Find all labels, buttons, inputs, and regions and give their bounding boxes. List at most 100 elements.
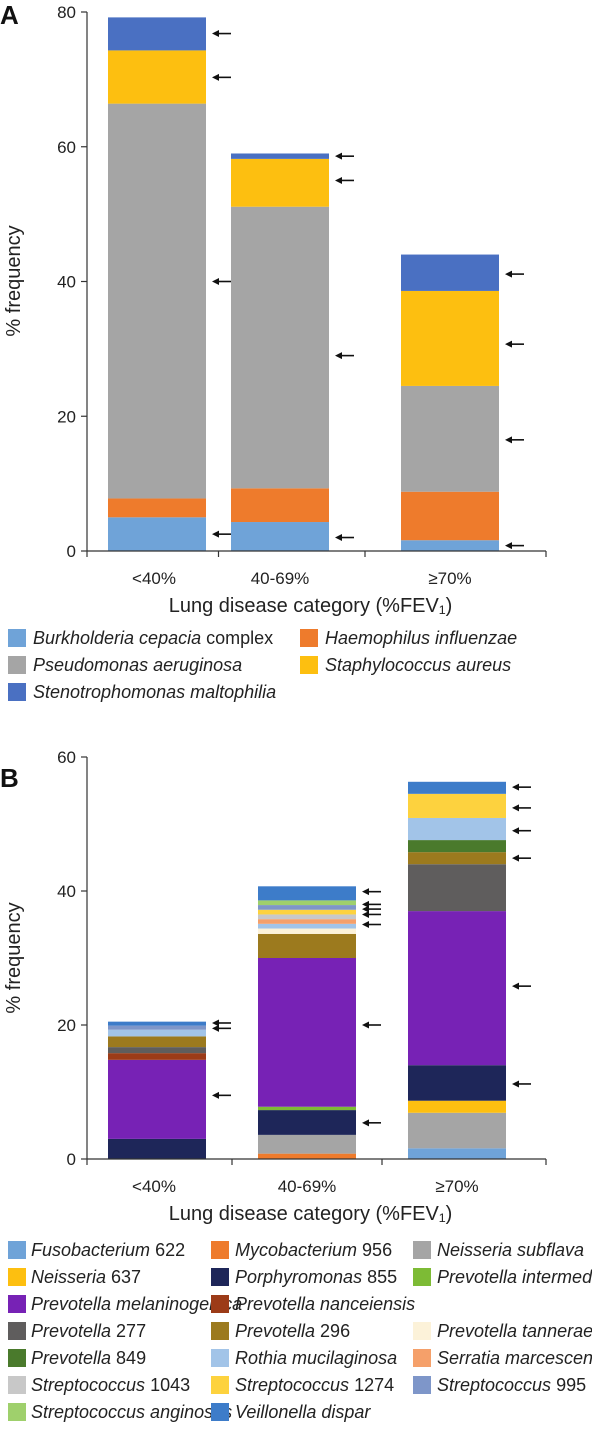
legend-label: Streptococcus 995 [437,1375,586,1395]
arrow-head [212,1024,219,1032]
bar-segment [108,1029,206,1037]
y-tick-label: 60 [57,748,76,767]
arrow-head [362,910,369,918]
bar-segment [258,933,356,958]
y-tick-label: 0 [67,542,76,561]
legend-swatch [211,1241,229,1259]
legend-swatch [8,1268,26,1286]
y-tick-label: 40 [57,882,76,901]
legend-label: Porphyromonas 855 [235,1267,397,1287]
bar-segment [108,50,206,104]
bar-segment [258,905,356,910]
arrow-head [505,542,512,550]
legend-label: Neisseria subflava [437,1240,584,1260]
bar-segment [231,488,329,523]
bar-segment [108,1053,206,1060]
legend-label: Streptococcus anginosus [31,1402,232,1422]
y-tick-label: 0 [67,1150,76,1169]
bar-segment [408,781,506,794]
legend-label: Prevotella intermedia [437,1267,592,1287]
x-tick-label: ≥70% [435,1177,478,1196]
arrow-head [512,827,519,835]
arrow-head [212,1019,219,1027]
arrow-head [512,1080,519,1088]
legend-label: Pseudomonas aeruginosa [33,655,242,675]
bar-segment [408,852,506,865]
bar-segment [408,1148,506,1159]
legend-label: Neisseria 637 [31,1267,141,1287]
legend-swatch [8,656,26,674]
legend-label: Stenotrophomonas maltophilia [33,682,276,702]
arrow-head [512,783,519,791]
arrow-head [362,1021,369,1029]
legend-label: Prevotella nanceiensis [235,1294,415,1314]
legend-swatch [413,1349,431,1367]
arrow-head [505,340,512,348]
legend-label: Mycobacterium 956 [235,1240,392,1260]
x-tick-label: <40% [132,569,176,588]
legend-label: Veillonella dispar [235,1402,371,1422]
bar-segment [258,919,356,924]
legend-swatch [8,1376,26,1394]
x-axis-label: Lung disease category (%FEV₁) [169,595,453,617]
x-tick-label: ≥70% [428,569,471,588]
bar-segment [401,540,499,551]
panel-a-chart: A <40% 40-69% ≥70% 0 20 40 60 80 % frequency Lung … [0,0,547,702]
bar-segment [231,158,329,207]
bar-segment [108,1021,206,1026]
legend-swatch [413,1268,431,1286]
legend-swatch [211,1268,229,1286]
bar-segment [258,886,356,901]
legend-label: Burkholderia cepacia complex [33,628,273,648]
arrow-head [362,888,369,896]
panel-letter: A [0,0,19,30]
legend-swatch [211,1403,229,1421]
bar-segment [231,522,329,551]
legend-label: Streptococcus 1274 [235,1375,394,1395]
bar-segment [108,103,206,499]
arrow-head [512,982,519,990]
legend-swatch [413,1376,431,1394]
x-tick-label: 40-69% [251,569,310,588]
arrow-head [335,352,342,360]
arrow-head [212,278,219,285]
y-tick-label: 80 [57,3,76,22]
bar-segment [108,1047,206,1054]
panel-letter: B [0,763,19,793]
bar-segment [258,1106,356,1111]
panel-b-chart: B <40% 40-69% ≥70% 0 20 40 60 % frequency Lung di… [0,748,592,1422]
bar-segment [401,491,499,541]
bar-segment [108,498,206,518]
x-tick-label: 40-69% [278,1177,337,1196]
arrow-head [212,1091,219,1099]
bar-segment [408,864,506,912]
legend-label: Staphylococcus aureus [325,655,511,675]
y-tick-label: 40 [57,273,76,292]
arrow-head [362,1119,369,1127]
bar-segment [258,909,356,915]
legend-swatch [300,629,318,647]
bar-segment [258,914,356,920]
bar-segment [108,17,206,51]
legend-swatch [211,1295,229,1313]
legend-label: Streptococcus 1043 [31,1375,190,1395]
bar-segment [258,928,356,934]
bar-segment [401,290,499,386]
bar-segment [408,793,506,818]
bar-segment [231,153,329,159]
legend-swatch [413,1241,431,1259]
arrow-head [512,854,519,862]
legend-label: Prevotella melaninogenica [31,1294,242,1314]
bar-segment [231,206,329,489]
legend-swatch [8,629,26,647]
legend-swatch [300,656,318,674]
x-axis-label: Lung disease category (%FEV₁) [169,1203,453,1225]
bar-segment [258,1134,356,1154]
arrow-head [362,921,369,928]
bar-segment [108,1138,206,1159]
legend-swatch [8,683,26,701]
legend-label: Haemophilus influenzae [325,628,517,648]
legend-swatch [413,1322,431,1340]
arrow-head [212,30,219,38]
